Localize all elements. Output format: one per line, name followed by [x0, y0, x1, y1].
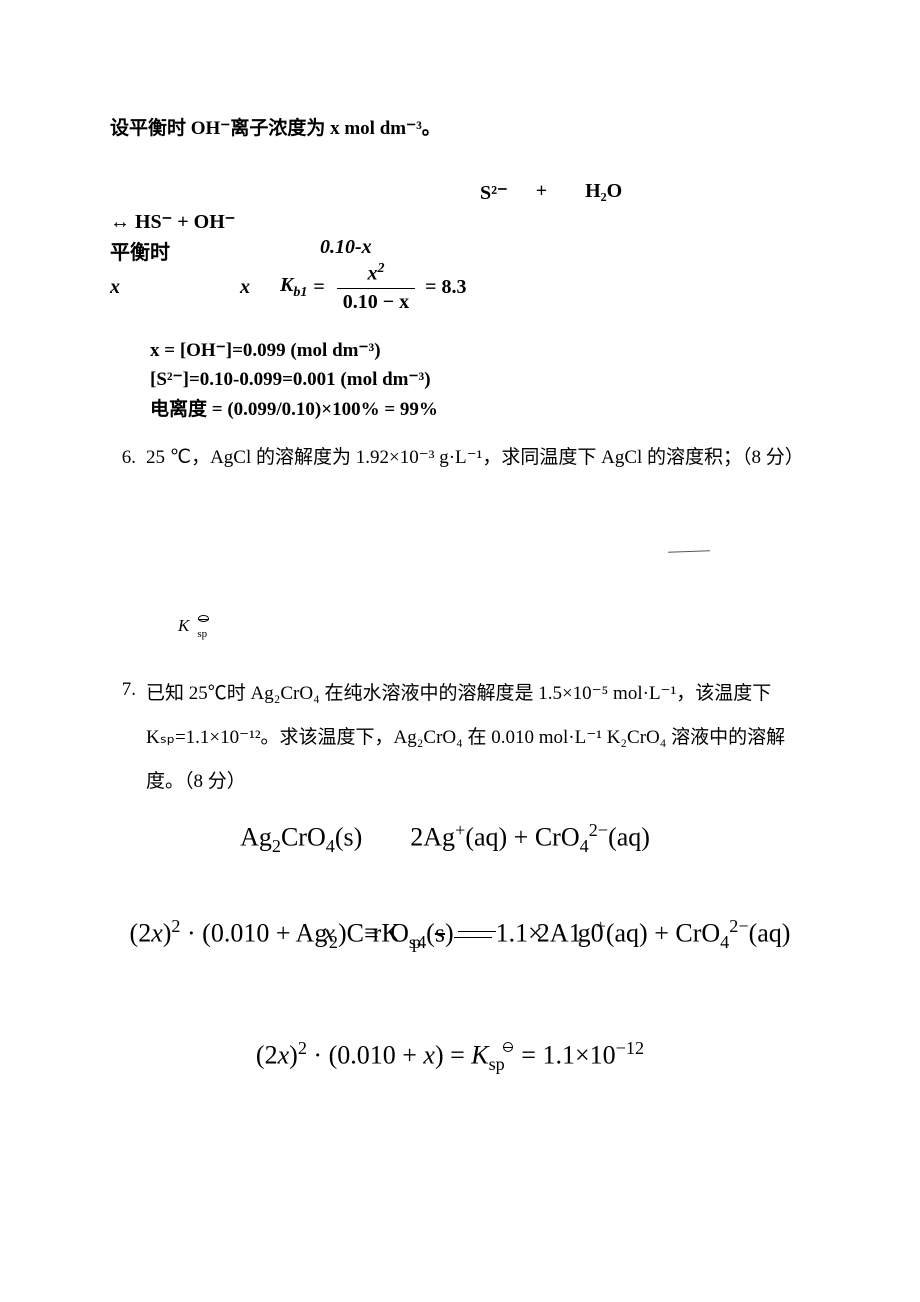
row-label: 平衡时 — [110, 236, 320, 265]
fraction: x2 0.10 − x — [337, 261, 415, 314]
eq-sign: = — [313, 276, 324, 299]
plus-sign: + — [536, 180, 547, 205]
theta-icon — [198, 615, 209, 622]
x-mid: x — [240, 276, 280, 299]
equation-final: (2x)2 · (0.010 + x) = Ksp = 1.1×10−12 — [110, 1038, 810, 1075]
kb-equation-row: x x Kb1 = x2 0.10 − x = 8.3 — [110, 261, 810, 314]
dash-mark — [668, 551, 710, 553]
problem-7-text: 已知 25℃时 Ag₂CrO₄ 在纯水溶液中的溶解度是 1.5×10⁻⁵ mol… — [146, 672, 810, 803]
fraction-den: 0.10 − x — [337, 288, 415, 314]
problem-6-number: 6. — [110, 440, 146, 476]
result-line-2: [S²⁻]=0.10-0.099=0.001 (mol dm⁻³) — [150, 365, 810, 394]
reaction-line1: S²⁻ + H₂O — [110, 180, 810, 205]
result-line-1: x = [OH⁻]=0.099 (mol dm⁻³) — [150, 336, 810, 365]
problem-6: 6. 25 ℃，AgCl 的溶解度为 1.92×10⁻³ g·L⁻¹，求同温度下… — [110, 440, 810, 476]
equation-overlap-layer: (2x)2 · (0.010 + Agx2)C≡rKOsp4(s)1.1×2A1… — [110, 916, 810, 953]
species-h2o: H₂O — [585, 180, 622, 205]
fraction-num: x2 — [361, 261, 390, 288]
kb-rhs: = 8.3 — [425, 276, 466, 299]
equation-a: Ag2CrO4(s)2Ag+(aq) + CrO42−(aq) — [110, 820, 810, 857]
problem-6-text: 25 ℃，AgCl 的溶解度为 1.92×10⁻³ g·L⁻¹，求同温度下 Ag… — [146, 440, 810, 476]
problem-7: 7. 已知 25℃时 Ag₂CrO₄ 在纯水溶液中的溶解度是 1.5×10⁻⁵ … — [110, 672, 810, 803]
x-left: x — [110, 276, 240, 299]
ksp-glyph: Ksp — [178, 616, 210, 636]
kb-label: Kb1 — [280, 274, 307, 301]
equation-overlap: (2x)2 · (0.010 + Agx2)C≡rKOsp4(s)1.1×2A1… — [110, 916, 810, 956]
reaction-line2: ↔ HS⁻ + OH⁻ — [110, 209, 810, 234]
species-s2minus: S²⁻ — [480, 180, 508, 205]
result-line-3: 电离度 = (0.099/0.10)×100% = 99% — [150, 395, 810, 424]
problem-7-number: 7. — [110, 672, 146, 803]
spacer-block: Ksp — [110, 476, 810, 656]
result-block: x = [OH⁻]=0.099 (mol dm⁻³) [S²⁻]=0.10-0.… — [150, 336, 810, 424]
intro-line: 设平衡时 OH⁻离子浓度为 x mol dm⁻³。 — [110, 114, 810, 144]
